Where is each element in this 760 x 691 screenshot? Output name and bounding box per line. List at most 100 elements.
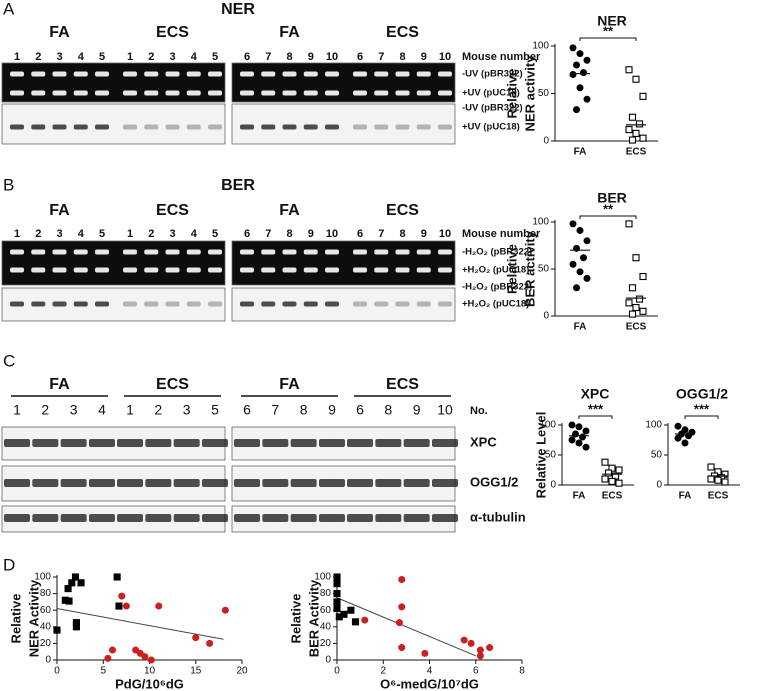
- gel-band: [303, 90, 318, 96]
- gel-band: [325, 249, 339, 255]
- gel-band: [438, 267, 452, 273]
- row-label: XPC: [470, 434, 497, 449]
- gel-band: [4, 479, 30, 487]
- group-header: ECS: [386, 376, 419, 393]
- significance: ***: [588, 401, 604, 416]
- lane-number: 8: [399, 51, 405, 63]
- data-point: [632, 254, 640, 262]
- lane-number: 3: [169, 51, 175, 63]
- gel-band: [123, 301, 137, 307]
- gel-band: [60, 514, 87, 522]
- chart-title: BER: [597, 190, 627, 206]
- data-point: [333, 573, 341, 581]
- x-tick-label: 8: [519, 666, 525, 677]
- data-point: [340, 610, 348, 618]
- lane-number: 5: [212, 228, 218, 240]
- gel-band: [353, 71, 367, 77]
- gel-band: [60, 479, 87, 487]
- gel-band: [395, 71, 410, 77]
- data-point: [77, 579, 85, 587]
- gel-band: [432, 439, 458, 447]
- gel-band: [52, 249, 67, 255]
- y-tick-label: 100: [532, 41, 549, 52]
- gel-band: [31, 267, 46, 273]
- lane-number: 1: [13, 402, 21, 418]
- gel-band: [144, 124, 159, 130]
- data-point: [398, 575, 406, 583]
- x-tick-label: 6: [473, 666, 479, 677]
- gel-band: [234, 479, 260, 487]
- lane-number: 3: [183, 402, 191, 418]
- lane-number: 6: [357, 51, 363, 63]
- gel-band: [10, 267, 24, 273]
- data-point: [632, 129, 640, 137]
- gel-band: [73, 301, 88, 307]
- gel-band: [416, 301, 431, 307]
- gel-band: [303, 267, 318, 273]
- data-point: [707, 463, 715, 471]
- y-tick-label: 0: [543, 311, 549, 322]
- fit-line: [336, 597, 476, 657]
- data-point: [569, 260, 577, 268]
- data-point: [460, 636, 468, 644]
- gel-band: [303, 249, 318, 255]
- x-axis-label: O⁶-medG/10⁷dG: [380, 676, 479, 691]
- x-tick-label: 0: [334, 666, 340, 677]
- data-point: [576, 50, 584, 58]
- row-label: α-tubulin: [470, 509, 526, 524]
- x-tick-label: 15: [190, 666, 202, 677]
- gel-band: [165, 90, 180, 96]
- gel-band: [186, 301, 201, 307]
- data-point: [155, 602, 163, 610]
- row-label: -UV (pBR322): [462, 69, 523, 80]
- data-point: [576, 84, 584, 92]
- gel-band: [325, 90, 339, 96]
- data-point: [347, 606, 355, 614]
- gel-band: [290, 479, 317, 487]
- chart-title: XPC: [581, 386, 610, 402]
- data-point: [601, 475, 609, 483]
- data-point: [68, 579, 76, 587]
- gel-band: [52, 124, 67, 130]
- gel-band: [234, 439, 260, 447]
- y-axis-label: Relative: [8, 594, 23, 644]
- lane-number: 10: [326, 228, 338, 240]
- data-point: [583, 237, 591, 245]
- gel-band: [353, 301, 367, 307]
- data-point: [476, 646, 484, 654]
- lane-number: 9: [308, 228, 314, 240]
- data-point: [604, 469, 613, 477]
- x-tick-label: ECS: [626, 322, 647, 333]
- group-header: FA: [279, 202, 300, 219]
- gel-band: [165, 249, 180, 255]
- gel-band: [282, 90, 297, 96]
- y-axis-label: Relative: [288, 594, 303, 644]
- data-point: [398, 644, 406, 652]
- y-axis-label: Relative: [504, 69, 519, 119]
- lane-number: 6: [356, 402, 364, 418]
- gel-band: [438, 249, 452, 255]
- lane-number: 2: [154, 402, 162, 418]
- gel-band: [95, 267, 109, 273]
- gel-band: [202, 439, 228, 447]
- gel-band: [416, 90, 431, 96]
- data-point: [64, 585, 72, 593]
- chart-title: NER: [597, 13, 627, 29]
- gel-band: [89, 514, 115, 522]
- gel-band: [234, 514, 260, 522]
- gel-box: [1, 240, 226, 286]
- gel-band: [202, 479, 228, 487]
- gel-band: [173, 439, 200, 447]
- panel-letter: C: [3, 351, 15, 370]
- gel-band: [186, 90, 201, 96]
- gel-band: [432, 479, 458, 487]
- data-point: [632, 75, 640, 83]
- gel-band: [186, 267, 201, 273]
- data-point: [583, 274, 591, 282]
- gel-band: [374, 124, 389, 130]
- gel-band: [73, 124, 88, 130]
- y-tick-label: 0: [325, 655, 331, 666]
- lane-caption: Mouse number: [462, 228, 541, 240]
- gel-band: [395, 301, 410, 307]
- data-point: [579, 433, 586, 441]
